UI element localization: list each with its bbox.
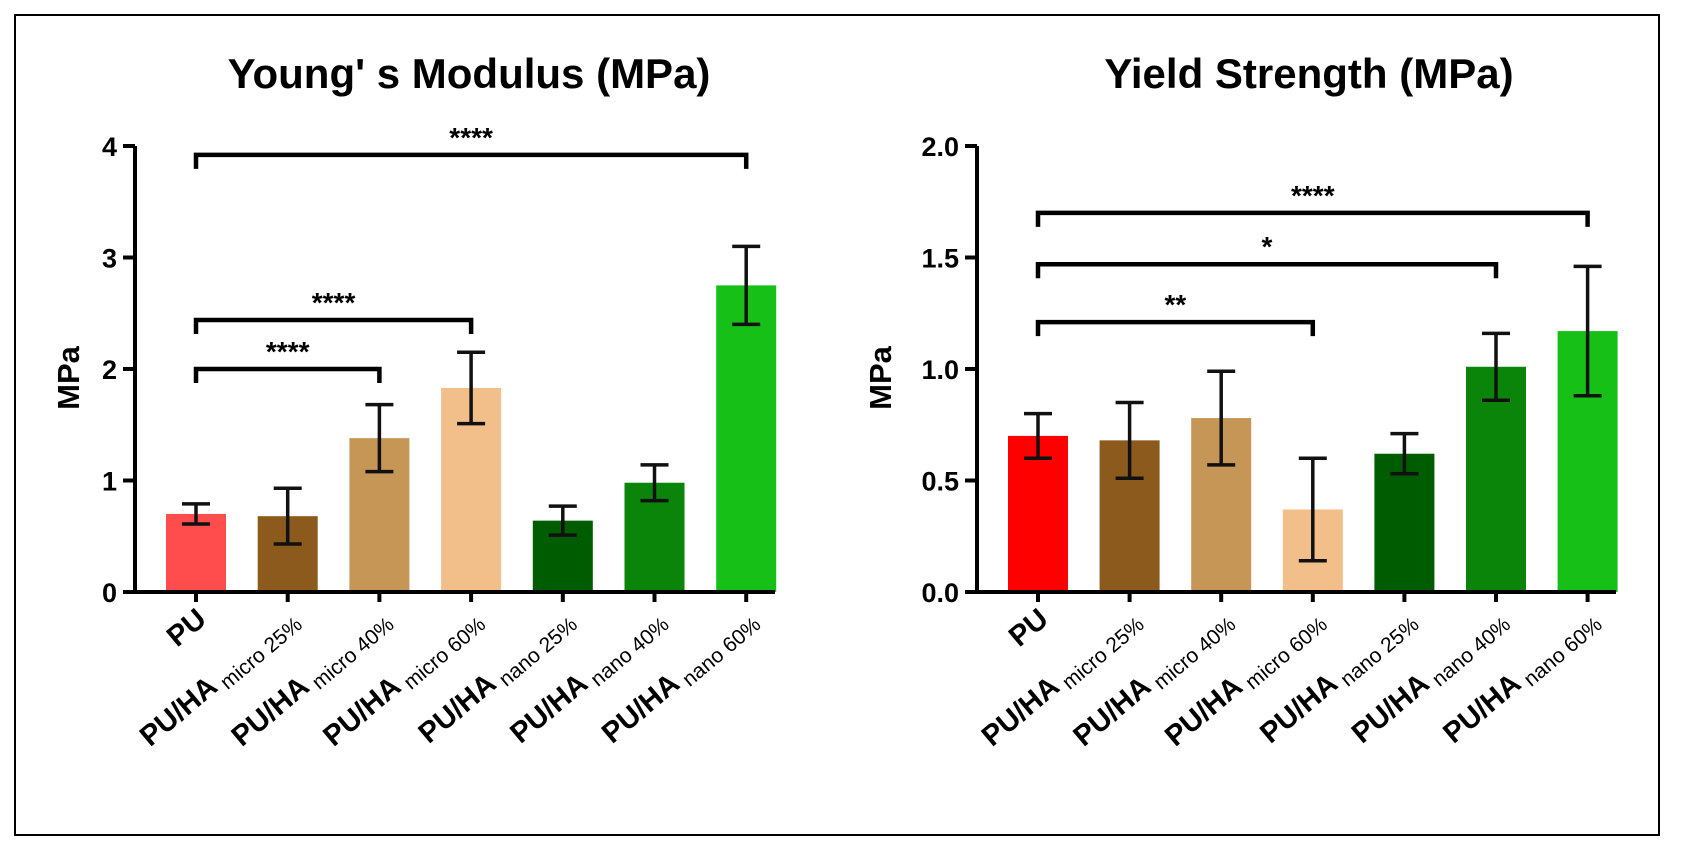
significance-bracket-0: **** [193,122,749,169]
error-bar-1 [273,486,302,546]
significance-bracket-0: **** [1035,180,1590,227]
error-bar-5 [640,463,669,503]
y-tick-label: 2.0 [921,132,959,162]
error-bar-4 [548,504,577,537]
error-bar-2 [365,402,394,474]
error-bar-0 [182,502,210,526]
y-tick-label: 3 [102,244,117,274]
y-tick-label: 0 [102,578,117,608]
chart-title-yield-strength: Yield Strength (MPa) [1104,50,1513,97]
significance-bracket-line [1035,261,1499,279]
y-tick-label: 1.5 [921,244,959,274]
x-tick-label: PU/HA nano 25% [413,603,582,753]
error-bar-0 [1024,411,1052,460]
significance-bracket-1: **** [193,287,474,334]
error-bar-6 [732,244,761,327]
significance-label: **** [1291,180,1335,211]
x-tick-label-main: PU/HA [134,670,224,753]
significance-bracket-1: * [1035,231,1499,279]
x-tick-label: PU/HA nano 60% [1437,603,1606,753]
bar-0 [166,513,226,592]
significance-label: * [1262,231,1273,262]
x-tick-label-main: PU [161,603,212,653]
x-tick-label: PU/HA micro 60% [317,603,490,756]
x-tick-label: PU/HA micro 40% [1068,603,1241,756]
y-tick-label: 1 [102,467,117,497]
y-tick-label: 0.5 [921,467,959,497]
bar-4 [1374,453,1435,592]
significance-label: **** [266,336,310,367]
significance-bracket-line [193,366,382,383]
x-tick-label: PU/HA micro 25% [134,603,307,756]
significance-label: ** [1165,289,1187,320]
x-tick-label: PU/HA nano 25% [1254,603,1423,753]
significance-label: **** [449,122,493,153]
x-tick-label: PU/HA nano 40% [504,603,673,753]
error-bar-6 [1573,264,1602,398]
x-tick-label: PU [1003,603,1054,653]
error-bar-1 [1115,400,1144,481]
y-tick-label: 1.0 [921,355,959,385]
x-tick-label: PU/HA micro 25% [976,603,1149,756]
bar-6 [716,285,777,592]
significance-bracket-2: ** [1035,289,1316,337]
significance-bracket-line [193,317,474,334]
figure-frame [14,14,1660,836]
chart-title-youngs-modulus: Young' s Modulus (MPa) [228,50,711,97]
y-tick-label: 4 [102,132,117,162]
y-axis-label-youngs-modulus: MPa [51,345,86,410]
x-tick-label-sub: nano 60% [674,613,766,695]
bar-5 [1466,366,1526,592]
x-tick-label: PU/HA micro 40% [226,603,399,756]
significance-bracket-2: **** [193,336,382,383]
significance-bracket-line [193,152,749,169]
error-bar-2 [1207,369,1236,467]
x-tick-label: PU/HA nano 40% [1346,603,1515,753]
x-tick-label-sub: nano 60% [1515,613,1607,695]
x-tick-label-main: PU/HA [976,670,1066,753]
significance-bracket-line [1035,210,1590,227]
x-tick-label-main: PU [1003,603,1054,653]
error-bar-3 [457,350,486,426]
error-bar-4 [1390,431,1419,476]
x-tick-label: PU/HA nano 60% [596,603,765,753]
x-tick-label: PU [161,603,212,653]
bar-0 [1008,435,1068,592]
significance-label: **** [312,287,356,318]
significance-bracket-line [1035,319,1316,337]
error-bar-5 [1482,331,1510,402]
y-axis-label-yield-strength: MPa [863,345,898,410]
y-tick-label: 2 [102,355,117,385]
y-tick-label: 0.0 [921,578,959,608]
error-bar-3 [1298,456,1327,563]
x-tick-label: PU/HA micro 60% [1159,603,1332,756]
